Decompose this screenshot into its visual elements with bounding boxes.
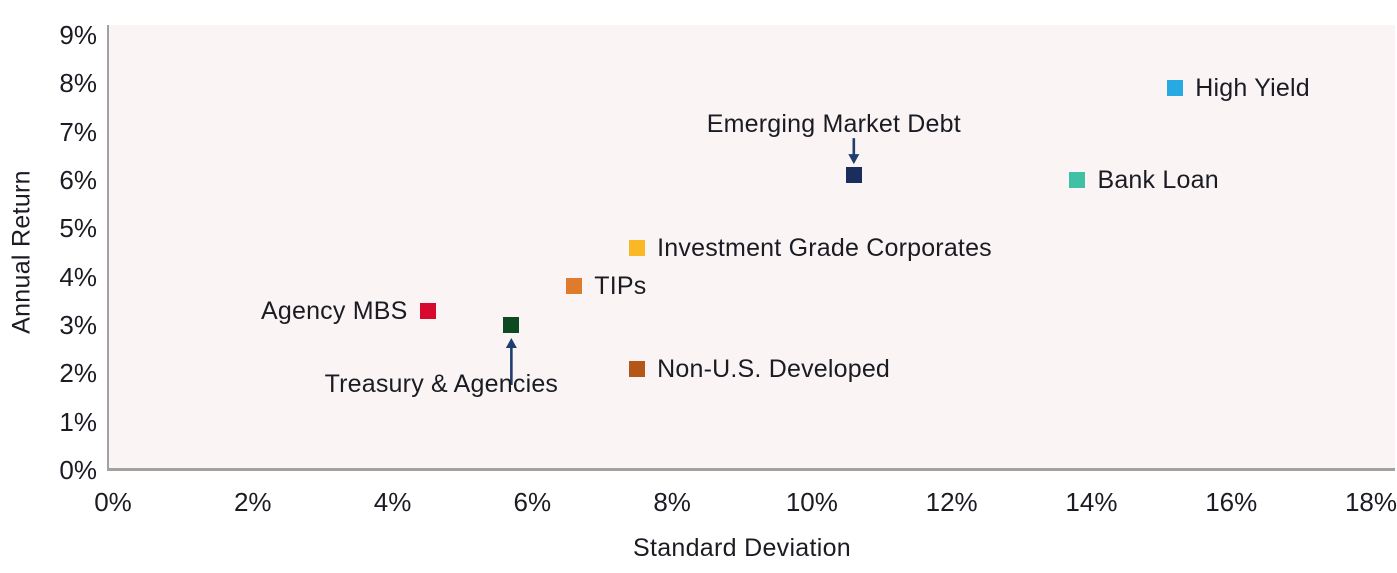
- point-marker-treasury-agencies: [503, 317, 520, 333]
- x-tick-label: 16%: [1205, 487, 1258, 517]
- x-tick-label: 0%: [94, 487, 132, 517]
- point-marker-non-u-s-developed: [629, 360, 646, 377]
- x-axis-title: Standard Deviation: [632, 534, 852, 562]
- point-marker-high-yield: [1167, 80, 1184, 97]
- y-tick-label: 8%: [59, 68, 97, 99]
- y-tick-label: 1%: [59, 406, 97, 437]
- y-tick-label: 3%: [59, 310, 97, 340]
- x-tick-label: 2%: [233, 487, 272, 517]
- y-tick-label: 0%: [59, 455, 97, 485]
- y-tick-label: 5%: [59, 213, 97, 244]
- point-label-investment-grade-corporates: Investment Grade Corporates: [657, 233, 992, 262]
- x-tick-label: 10%: [785, 487, 838, 517]
- point-label-agency-mbs: Agency MBS: [260, 296, 408, 325]
- point-label-treasury-agencies: Treasury & Agencies: [324, 370, 559, 398]
- y-tick-label: 6%: [59, 165, 97, 195]
- x-tick-label: 6%: [513, 487, 552, 517]
- point-label-tips: TIPs: [594, 272, 647, 301]
- plot-area: [107, 25, 1395, 471]
- y-tick-label: 9%: [59, 20, 97, 50]
- y-axis-title: Annual Return: [7, 170, 36, 334]
- point-marker-bank-loan: [1069, 172, 1086, 188]
- point-label-emerging-market-debt: Emerging Market Debt: [706, 110, 961, 139]
- y-tick-label: 4%: [59, 261, 97, 292]
- point-marker-tips: [566, 278, 583, 295]
- y-tick-label: 7%: [59, 116, 97, 147]
- point-label-bank-loan: Bank Loan: [1097, 166, 1219, 194]
- x-tick-label: 14%: [1065, 487, 1118, 517]
- x-tick-label: 12%: [925, 487, 978, 517]
- point-marker-investment-grade-corporates: [629, 239, 646, 256]
- point-label-non-u-s-developed: Non-U.S. Developed: [657, 354, 891, 383]
- point-label-high-yield: High Yield: [1195, 74, 1310, 103]
- x-tick-label: 18%: [1344, 487, 1397, 517]
- x-tick-label: 8%: [653, 487, 691, 517]
- x-tick-label: 4%: [373, 487, 412, 517]
- y-tick-label: 2%: [59, 358, 97, 389]
- point-marker-agency-mbs: [419, 302, 436, 319]
- point-marker-emerging-market-debt: [845, 167, 862, 184]
